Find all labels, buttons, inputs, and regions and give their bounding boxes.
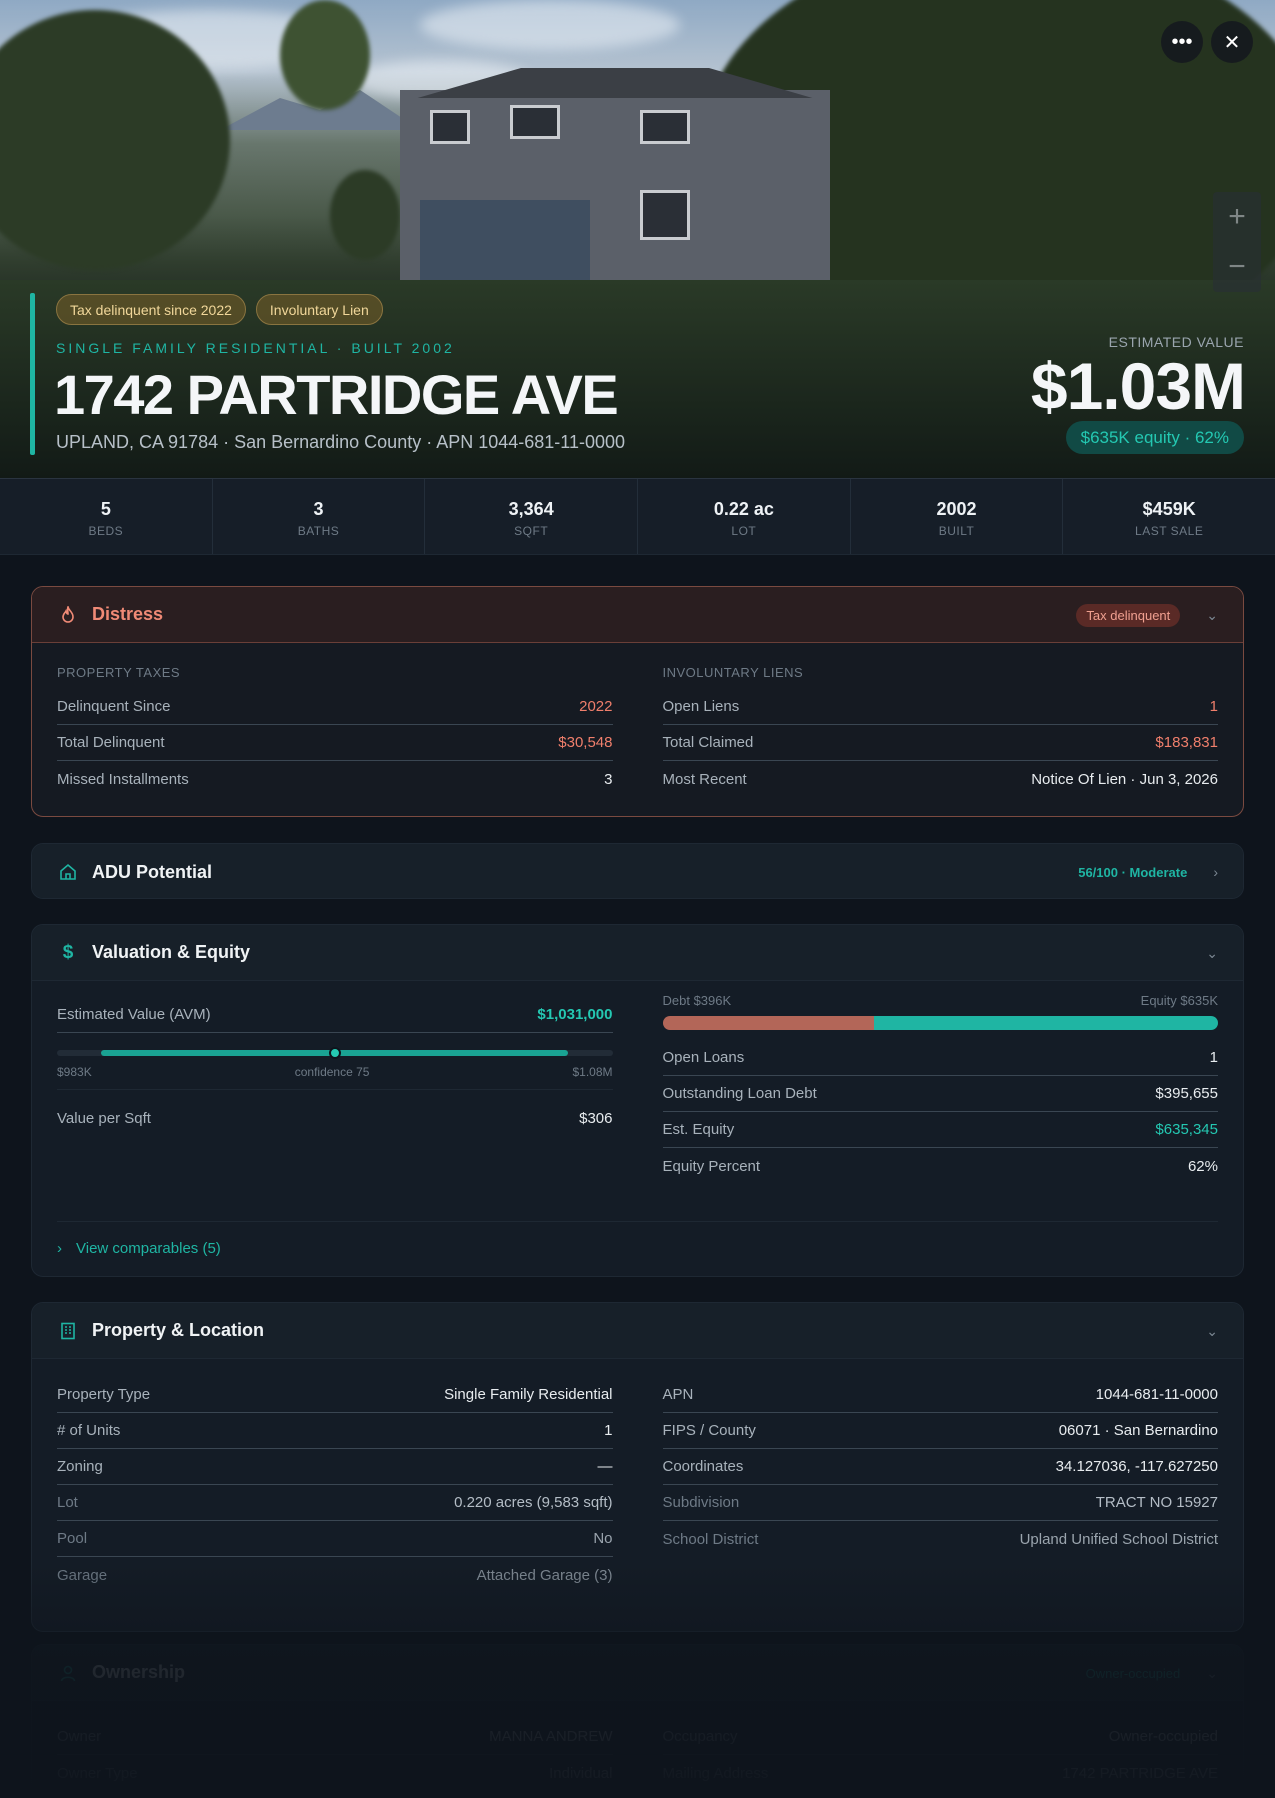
ownership-card: Ownership Owner-occupied ⌄ Owner MANNA AN… bbox=[31, 1644, 1244, 1798]
property-taxes-section: PROPERTY TAXES Delinquent Since 2022 Tota… bbox=[57, 665, 613, 797]
row-equity-percent: Equity Percent 62% bbox=[662, 1157, 1219, 1175]
equity-pill: $635K equity · 62% bbox=[1065, 421, 1244, 454]
property-subtitle: SINGLE FAMILY RESIDENTIAL · BUILT 2002 bbox=[56, 340, 455, 356]
property-location: UPLAND, CA 91784 · San Bernardino County… bbox=[56, 432, 626, 452]
valuation-header[interactable]: $ Valuation & Equity ⌄ bbox=[32, 925, 1243, 981]
row-property-type: Property Type Single Family Residential bbox=[57, 1377, 613, 1413]
row-coordinates: Coordinates 34.127036, -117.627250 bbox=[662, 1449, 1218, 1485]
stat-built: 2002 BUILT bbox=[851, 479, 1064, 554]
distress-header[interactable]: Distress Tax delinquent ⌄ bbox=[32, 587, 1243, 643]
row-school-district: School District Upland Unified School Dis… bbox=[662, 1530, 1219, 1548]
chevron-down-icon[interactable]: ⌄ bbox=[1206, 1322, 1218, 1339]
avm-marker bbox=[328, 1047, 341, 1059]
chevron-down-icon[interactable]: ⌄ bbox=[1206, 606, 1218, 623]
row-zoning: Zoning — bbox=[57, 1449, 613, 1485]
confidence-label: confidence 75 bbox=[294, 1065, 370, 1079]
home-icon bbox=[57, 861, 79, 883]
distress-card: Distress Tax delinquent ⌄ PROPERTY TAXES… bbox=[31, 586, 1244, 817]
adu-score-badge: 56/100 · Moderate bbox=[1078, 864, 1188, 880]
row-est-equity: Est. Equity $635,345 bbox=[662, 1112, 1218, 1148]
view-comparables-link[interactable]: › View comparables (5) bbox=[57, 1221, 1218, 1257]
row-total-delinquent: Total Delinquent $30,548 bbox=[57, 725, 613, 761]
avm-range-slider bbox=[57, 1039, 613, 1069]
stat-lot: 0.22 ac LOT bbox=[638, 479, 851, 554]
valuation-equity-card: $ Valuation & Equity ⌄ Estimated Value (… bbox=[31, 924, 1244, 1277]
estimated-value: $1.03M bbox=[1030, 349, 1246, 423]
row-units: # of Units 1 bbox=[57, 1413, 613, 1449]
tag-involuntary-lien: Involuntary Lien bbox=[255, 294, 383, 325]
property-hero-image bbox=[0, 0, 1275, 479]
stat-baths: 3 BATHS bbox=[213, 479, 426, 554]
avm-row: Estimated Value (AVM) $1,031,000 bbox=[57, 997, 613, 1033]
adu-title: ADU Potential bbox=[92, 861, 213, 882]
stat-beds: 5 BEDS bbox=[0, 479, 213, 554]
debt-segment bbox=[662, 1016, 874, 1030]
chevron-right-icon[interactable]: › bbox=[1213, 864, 1218, 880]
ownership-header[interactable]: Ownership Owner-occupied ⌄ bbox=[32, 1645, 1243, 1701]
ownership-title: Ownership bbox=[92, 1662, 186, 1682]
row-owner-type: Owner Type Individual bbox=[57, 1764, 613, 1782]
row-outstanding-loan-debt: Outstanding Loan Debt $395,655 bbox=[662, 1076, 1218, 1112]
close-icon: ✕ bbox=[1223, 31, 1241, 54]
row-delinquent-since: Delinquent Since 2022 bbox=[57, 689, 613, 725]
row-occupancy: Occupancy Owner-occupied bbox=[662, 1719, 1218, 1755]
property-taxes-label: PROPERTY TAXES bbox=[57, 665, 181, 680]
range-high: $1.08M bbox=[572, 1065, 613, 1079]
equity-label: Equity $635K bbox=[1140, 993, 1218, 1008]
row-lot: Lot 0.220 acres (9,583 sqft) bbox=[57, 1485, 613, 1521]
chevron-down-icon[interactable]: ⌄ bbox=[1206, 1664, 1218, 1681]
debt-label: Debt $396K bbox=[662, 993, 732, 1008]
map-zoom-control: + − bbox=[1213, 192, 1261, 292]
row-open-loans: Open Loans 1 bbox=[662, 1040, 1218, 1076]
row-open-liens: Open Liens 1 bbox=[662, 689, 1218, 725]
accent-bar bbox=[30, 293, 35, 455]
distress-tags: Tax delinquent since 2022 Involuntary Li… bbox=[56, 294, 383, 325]
occupancy-badge: Owner-occupied bbox=[1085, 1665, 1181, 1681]
property-location-card: Property & Location ⌄ Property Type Singl… bbox=[31, 1302, 1244, 1632]
close-button[interactable]: ✕ bbox=[1211, 21, 1253, 63]
building-icon bbox=[57, 1320, 79, 1342]
row-pool: Pool No bbox=[57, 1521, 613, 1557]
stat-last-sale: $459K LAST SALE bbox=[1135, 499, 1204, 538]
stat-sqft: 3,364 SQFT bbox=[425, 479, 639, 554]
row-most-recent: Most Recent Notice Of Lien · Jun 3, 2026 bbox=[662, 770, 1219, 788]
row-owner: Owner MANNA ANDREW bbox=[57, 1719, 613, 1755]
row-garage: Garage Attached Garage (3) bbox=[57, 1566, 613, 1584]
property-address: 1742 PARTRIDGE AVE bbox=[54, 363, 619, 426]
avm-label: Estimated Value (AVM) bbox=[57, 1006, 211, 1023]
row-total-claimed: Total Claimed $183,831 bbox=[662, 725, 1218, 761]
debt-equity-bar bbox=[662, 1016, 1219, 1030]
dollar-icon: $ bbox=[62, 941, 74, 963]
tag-tax-delinquent: Tax delinquent since 2022 bbox=[56, 294, 246, 325]
row-apn: APN 1044-681-11-0000 bbox=[662, 1377, 1218, 1413]
avm-value: $1,031,000 bbox=[537, 1006, 613, 1023]
chevron-down-icon[interactable]: ⌄ bbox=[1206, 944, 1218, 961]
distress-title: Distress bbox=[92, 604, 164, 624]
zoom-out-button[interactable]: − bbox=[1228, 250, 1246, 283]
property-header[interactable]: Property & Location ⌄ bbox=[32, 1303, 1243, 1359]
row-mailing-address: Mailing Address 1742 PARTRIDGE AVE bbox=[662, 1764, 1219, 1782]
distress-badge: Tax delinquent bbox=[1076, 603, 1181, 627]
view-comparables-label: View comparables (5) bbox=[76, 1240, 221, 1257]
involuntary-liens-label: INVOLUNTARY LIENS bbox=[662, 665, 804, 680]
value-per-sqft-row: Value per Sqft $306 bbox=[57, 1089, 613, 1147]
involuntary-liens-section: INVOLUNTARY LIENS Open Liens 1 Total Clai… bbox=[662, 665, 1219, 797]
property-stats: 5 BEDS 3 BATHS 3,364 SQFT 0.22 ac LOT 2002 BU… bbox=[0, 479, 1275, 555]
zoom-in-button[interactable]: + bbox=[1228, 200, 1246, 233]
flame-icon bbox=[57, 604, 79, 626]
row-subdivision: Subdivision TRACT NO 15927 bbox=[662, 1485, 1218, 1521]
property-title: Property & Location bbox=[92, 1320, 265, 1340]
more-options-button[interactable]: ••• bbox=[1161, 21, 1203, 63]
adu-potential-card[interactable]: ADU Potential 56/100 · Moderate › bbox=[31, 843, 1244, 899]
row-missed-installments: Missed Installments 3 bbox=[57, 770, 613, 788]
user-icon bbox=[57, 1662, 79, 1684]
equity-segment bbox=[873, 1016, 1218, 1030]
ellipsis-icon: ••• bbox=[1171, 30, 1193, 53]
valuation-title: Valuation & Equity bbox=[92, 942, 251, 962]
chevron-right-icon: › bbox=[57, 1240, 62, 1257]
row-fips-county: FIPS / County 06071 · San Bernardino bbox=[662, 1413, 1218, 1449]
range-low: $983K bbox=[57, 1065, 92, 1079]
estimated-value-label: ESTIMATED VALUE bbox=[1108, 334, 1244, 350]
